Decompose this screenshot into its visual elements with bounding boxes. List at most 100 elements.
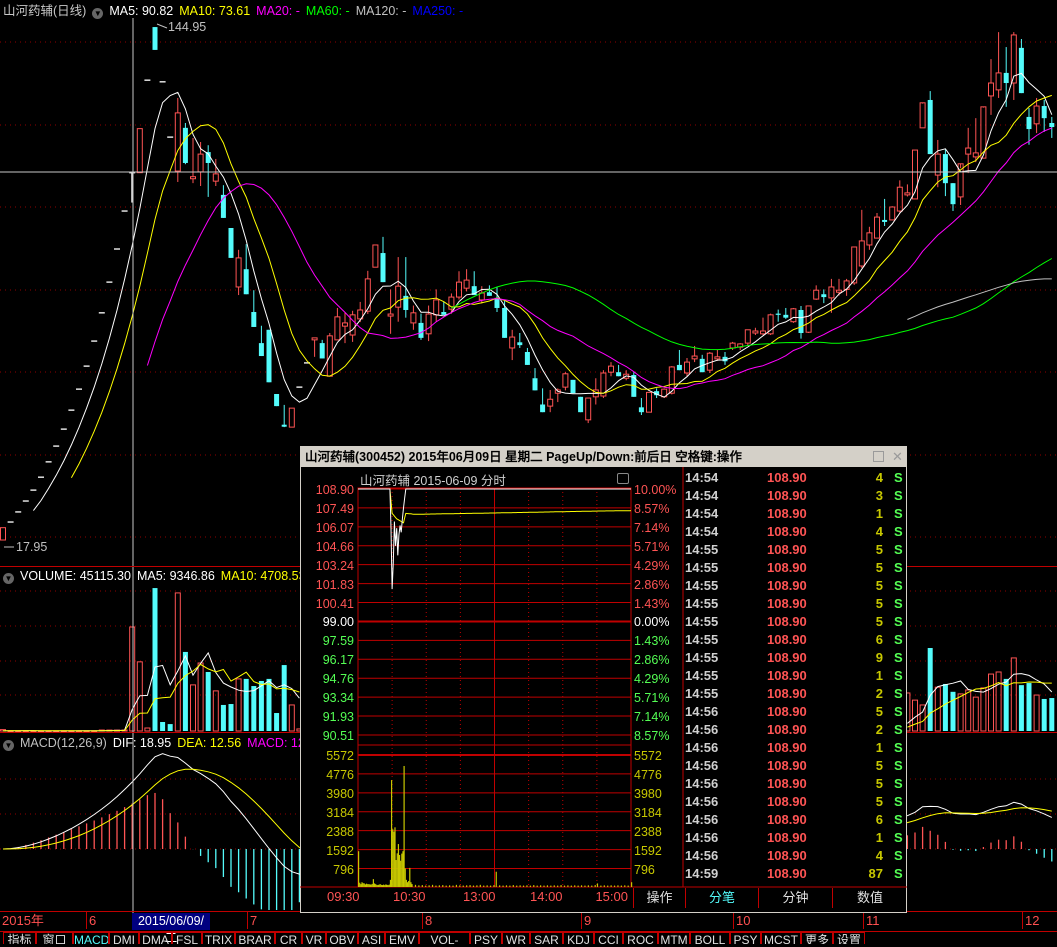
percent-axis-label: 10.00% [634, 483, 677, 497]
maximize-icon[interactable] [873, 451, 884, 462]
minute-volume-bar [540, 885, 542, 887]
candle-body [471, 286, 477, 296]
volume-bar [274, 713, 280, 731]
candle-body [889, 206, 896, 221]
candle [699, 354, 705, 373]
price-axis-label: 90.51 [322, 728, 354, 743]
volume-axis-label: 3184 [634, 805, 662, 820]
chevron-down-icon[interactable]: ▼ [92, 8, 104, 19]
candle-body [524, 351, 530, 365]
close-icon[interactable]: ✕ [892, 449, 903, 464]
candle [950, 183, 956, 212]
price-axis-label: 108.90 [315, 483, 354, 497]
indicator-tab[interactable]: ROC [623, 932, 658, 944]
tick-time: 14:54 [685, 488, 719, 503]
minute-volume-bar [631, 882, 633, 887]
operate-button[interactable]: 操作 [633, 888, 685, 908]
indicator-tab[interactable]: 窗口 [36, 932, 73, 944]
candle [919, 102, 926, 129]
volume-bar [1018, 685, 1024, 731]
indicator-tab[interactable]: FSL [172, 932, 202, 944]
minute-volume-bar [393, 831, 395, 887]
minute-volume-bar [376, 884, 378, 887]
indicator-tab[interactable]: DMA [139, 932, 172, 944]
indicator-tab[interactable]: WR [502, 932, 530, 944]
minute-volume-bar [495, 871, 497, 887]
indicator-tab[interactable]: 指标A [3, 932, 36, 944]
volume-axis-label: 1592 [634, 843, 662, 858]
tick-row: 14:56 108.90 4 S [685, 847, 907, 865]
candle-body [882, 219, 888, 222]
minute-volume-bar [367, 884, 369, 887]
indicator-tab[interactable]: TRIX [202, 932, 235, 944]
tick-volume: 5 [875, 560, 883, 575]
indicator-tab[interactable]: PSY [730, 932, 761, 944]
indicator-tab[interactable]: EMV [385, 932, 419, 944]
chevron-down-icon[interactable]: ▼ [3, 740, 14, 751]
candle-body [517, 342, 523, 346]
indicator-tab[interactable]: CR [275, 932, 302, 944]
indicator-tab[interactable]: OBV [326, 932, 358, 944]
candle [220, 185, 226, 218]
popup-title-bar[interactable]: 山河药辅(300452) 2015年06月09日 星期二 PageUp/Down… [301, 447, 906, 467]
candle [988, 59, 994, 115]
volume-bar [1010, 657, 1017, 732]
tick-volume: 5 [875, 704, 883, 719]
candle-body [858, 240, 865, 267]
candle-body [364, 278, 371, 312]
minute-volume-bar [580, 885, 583, 887]
toggle-icon[interactable] [617, 473, 629, 484]
chevron-down-icon[interactable]: ▼ [3, 573, 14, 584]
intraday-popup[interactable]: 山河药辅(300452) 2015年06月09日 星期二 PageUp/Down… [300, 446, 907, 913]
candle-body [395, 285, 402, 308]
tick-time: 14:56 [685, 794, 719, 809]
candle [1033, 97, 1040, 134]
price-axis-label: 97.59 [322, 634, 354, 649]
candle-body [182, 127, 188, 163]
minute-volume-bar [378, 884, 380, 887]
percent-axis-label: 4.29% [634, 558, 670, 573]
indicator-tab[interactable]: CCI [594, 932, 623, 944]
tick-row: 14:56 108.90 1 S [685, 829, 907, 847]
candle [1026, 108, 1032, 145]
candle-body [980, 106, 987, 159]
candle-body [638, 407, 644, 413]
price-axis-label: 101.83 [315, 577, 354, 592]
indicator-tab[interactable]: SAR [530, 932, 563, 944]
minute-volume-bar [577, 885, 579, 887]
candle [1018, 38, 1024, 94]
indicator-tab[interactable]: 设置 [833, 932, 865, 944]
indicator-tab[interactable]: BOLL [690, 932, 730, 944]
indicator-tab[interactable]: KDJ [563, 932, 594, 944]
candle [372, 244, 379, 268]
tick-price: 108.90 [767, 812, 807, 827]
candle [813, 285, 820, 300]
indicator-tab[interactable]: MACD [73, 932, 109, 944]
popup-tab[interactable]: 分钟 [758, 888, 832, 908]
volume-bar [1033, 694, 1040, 732]
percent-axis-label: 7.14% [634, 710, 670, 725]
indicator-tab[interactable]: BRAR [235, 932, 275, 944]
minute-volume-bar [486, 885, 488, 887]
candle-body [197, 153, 204, 173]
indicator-tab[interactable]: VOL-TRX [419, 932, 470, 944]
volume-bar [235, 678, 242, 732]
candle [783, 307, 789, 319]
candle-body [851, 246, 858, 284]
minute-volume-bar [362, 883, 364, 887]
candle-body [190, 176, 196, 180]
indicator-tab[interactable]: ASI [358, 932, 385, 944]
indicator-tab[interactable]: MCST [761, 932, 801, 944]
indicator-tab[interactable]: VR [302, 932, 326, 944]
indicator-tab[interactable]: 更多 [801, 932, 833, 944]
indicator-tab[interactable]: DMI [109, 932, 139, 944]
popup-tab[interactable]: 数值 [832, 888, 907, 908]
indicator-tab[interactable]: MTM [658, 932, 690, 944]
minute-volume-bar [390, 780, 393, 887]
candle [463, 269, 470, 292]
minute-volume-bar [627, 885, 629, 887]
popup-tab[interactable]: 分笔 [685, 888, 758, 908]
indicator-tab[interactable]: PSY [470, 932, 502, 944]
minute-volume-bar [533, 885, 535, 887]
